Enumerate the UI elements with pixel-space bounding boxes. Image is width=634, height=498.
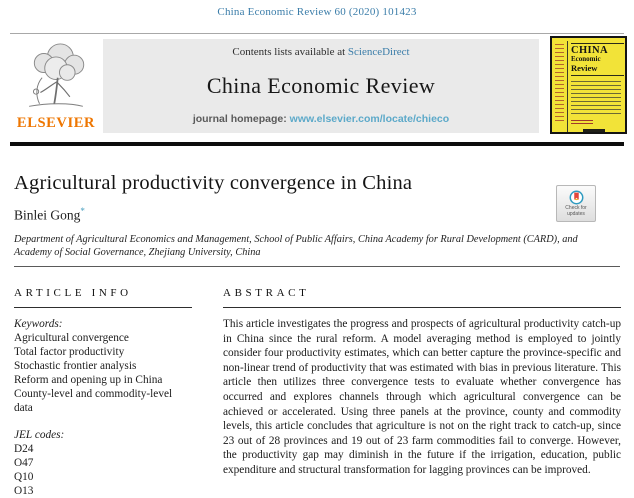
keyword-item: Agricultural convergence <box>14 332 129 344</box>
contents-line: Contents lists available at ScienceDirec… <box>232 46 409 58</box>
keyword-item: Reform and opening up in China <box>14 374 163 386</box>
cover-main: CHINA Economic Review <box>567 41 624 132</box>
abstract-rule <box>223 307 621 308</box>
cover-barcode <box>583 128 605 132</box>
jel-codes-label: JEL codes: <box>14 429 65 441</box>
sciencedirect-link[interactable]: ScienceDirect <box>347 46 410 58</box>
article-info-rule <box>14 307 192 308</box>
cover-issn-lines <box>571 119 593 126</box>
contents-prefix: Contents lists available at <box>232 46 348 58</box>
article-author: Binlei Gong* <box>14 206 85 224</box>
article-title: Agricultural productivity convergence in… <box>14 172 413 194</box>
check-for-updates-badge[interactable]: Check for updates <box>556 185 596 222</box>
elsevier-wordmark: ELSEVIER <box>16 115 96 131</box>
elsevier-tree-icon <box>29 43 85 107</box>
journal-title: China Economic Review <box>206 72 436 98</box>
journal-cover-thumbnail: CHINA Economic Review <box>550 36 627 134</box>
elsevier-logo: ELSEVIER <box>12 38 100 137</box>
journal-banner: Contents lists available at ScienceDirec… <box>103 39 539 133</box>
homepage-prefix: journal homepage: <box>192 113 290 125</box>
cover-toc-lines <box>571 80 621 115</box>
keyword-item: Total factor productivity <box>14 346 125 358</box>
top-divider <box>10 33 624 34</box>
keyword-item: County-level and commodity-level data <box>14 388 173 414</box>
jel-code-item: O13 <box>14 485 34 497</box>
author-name: Binlei Gong <box>14 207 81 223</box>
header-divider-bar <box>10 142 624 146</box>
check-updates-icon <box>569 190 583 205</box>
author-footnote-mark: * <box>80 206 85 216</box>
homepage-line: journal homepage: www.elsevier.com/locat… <box>193 113 449 125</box>
journal-citation: China Economic Review 60 (2020) 101423 <box>217 6 417 18</box>
jel-code-item: Q10 <box>14 471 34 483</box>
jel-code-item: D24 <box>14 443 34 455</box>
cover-title-line1: CHINA <box>571 45 609 56</box>
abstract-heading: ABSTRACT <box>223 287 310 299</box>
abstract-text: This article investigates the progress a… <box>223 318 621 476</box>
article-info-column: ARTICLE INFO Keywords: Agricultural conv… <box>14 287 192 498</box>
jel-code-item: O47 <box>14 457 34 469</box>
cover-title: CHINA Economic Review <box>571 43 624 76</box>
cover-title-line3: Review <box>571 62 598 73</box>
article-info-heading: ARTICLE INFO <box>14 287 132 299</box>
section-divider <box>14 266 620 267</box>
keyword-item: Stochastic frontier analysis <box>14 360 137 372</box>
cover-spine-text <box>555 44 564 124</box>
abstract-column: ABSTRACT This article investigates the p… <box>223 287 621 478</box>
badge-label: Check for updates <box>565 205 587 217</box>
cover-title-line2: Economic <box>571 55 601 63</box>
author-affiliation: Department of Agricultural Economics and… <box>14 234 578 258</box>
homepage-link[interactable]: www.elsevier.com/locate/chieco <box>289 113 450 125</box>
keywords-label: Keywords: <box>14 318 63 330</box>
